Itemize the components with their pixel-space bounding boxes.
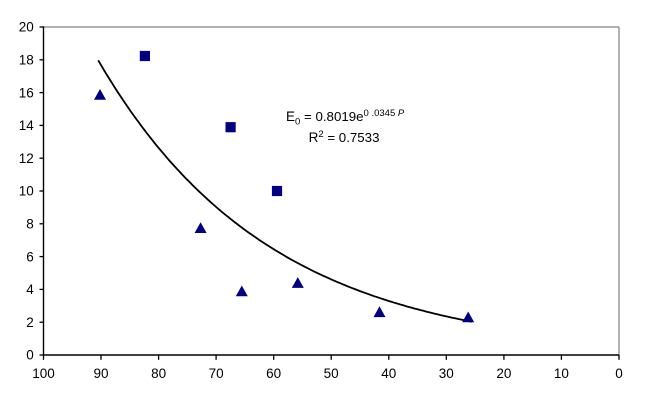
svg-text:10: 10 bbox=[554, 366, 569, 381]
svg-text:16: 16 bbox=[19, 85, 34, 100]
svg-text:R2 = 0.7533: R2 = 0.7533 bbox=[309, 129, 380, 145]
svg-text:18: 18 bbox=[19, 53, 34, 68]
svg-text:14: 14 bbox=[19, 118, 35, 133]
svg-text:100: 100 bbox=[32, 366, 55, 381]
svg-text:10: 10 bbox=[19, 184, 34, 199]
svg-text:6: 6 bbox=[26, 249, 34, 264]
svg-text:50: 50 bbox=[324, 366, 339, 381]
svg-text:2: 2 bbox=[26, 315, 34, 330]
svg-text:8: 8 bbox=[26, 217, 34, 232]
svg-text:70: 70 bbox=[209, 366, 224, 381]
svg-text:40: 40 bbox=[381, 366, 396, 381]
svg-text:30: 30 bbox=[439, 366, 454, 381]
svg-text:0: 0 bbox=[26, 348, 34, 363]
svg-text:20: 20 bbox=[496, 366, 511, 381]
svg-text:20: 20 bbox=[19, 20, 34, 35]
svg-text:12: 12 bbox=[19, 151, 34, 166]
svg-text:90: 90 bbox=[93, 366, 108, 381]
svg-text:60: 60 bbox=[266, 366, 281, 381]
svg-text:80: 80 bbox=[151, 366, 166, 381]
svg-text:4: 4 bbox=[26, 282, 34, 297]
svg-text:0: 0 bbox=[615, 366, 623, 381]
